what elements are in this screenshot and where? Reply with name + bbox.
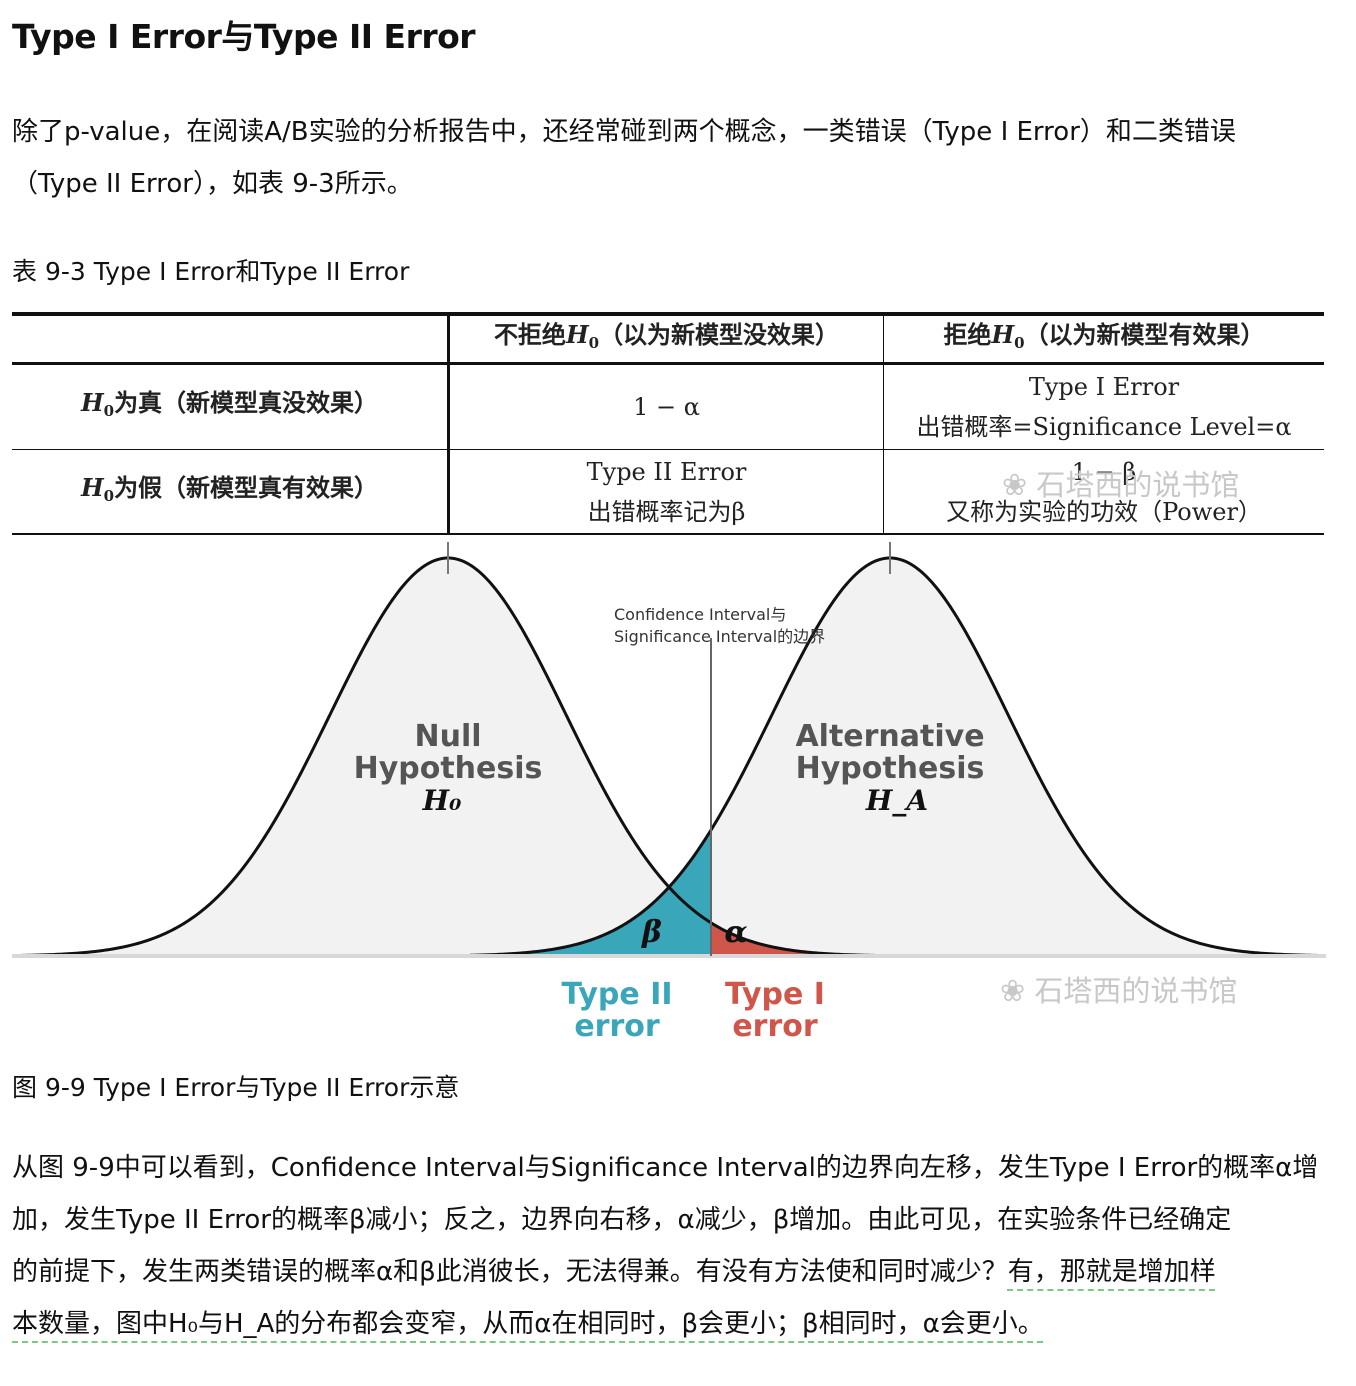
watermark-text: 石塔西的说书馆 [1034, 974, 1238, 1008]
type1-error-prob: 出错概率=Significance Level=α [916, 413, 1292, 441]
watermark-text: 石塔西的说书馆 [1036, 468, 1240, 502]
header-reject-label: 拒绝 [943, 320, 992, 349]
table-vertical-rule-1 [447, 312, 450, 534]
intro-paragraph: 除了p-value，在阅读A/B实验的分析报告中，还经常碰到两个概念，一类错误（… [12, 106, 1332, 210]
conclusion-line-1: 从图 9-9中可以看到，Confidence Interval与Signific… [12, 1153, 1319, 1183]
table-vertical-rule-2 [883, 312, 884, 534]
null-label-line1: Null [414, 719, 481, 754]
beta-symbol: β [641, 915, 662, 950]
h0-symbol: H [991, 320, 1015, 349]
alt-label-line1: Alternative [795, 719, 984, 754]
wechat-icon: ❀ [1000, 974, 1026, 1009]
watermark-table: ❀ 石塔西的说书馆 [1002, 462, 1239, 504]
cell-type2-error: Type II Error 出错概率记为β [450, 450, 883, 533]
table-row-divider [12, 449, 1324, 450]
header-reject-suffix: （以为新模型有效果） [1024, 320, 1265, 349]
h0-symbol: H [80, 388, 104, 417]
h0-subscript: 0 [103, 402, 115, 420]
table-header-rule [12, 362, 1324, 365]
conclusion-line-3a: 的前提下，发生两类错误的概率α和β此消彼长，无法得兼。有没有方法使和同时减少？ [12, 1257, 1008, 1287]
h0-subscript: 0 [588, 334, 600, 352]
conclusion-line-3: 的前提下，发生两类错误的概率α和β此消彼长，无法得兼。有没有方法使和同时减少？有… [12, 1246, 1332, 1298]
table-caption: 表 9-3 Type I Error和Type II Error [12, 257, 410, 286]
alpha-symbol: α [724, 915, 747, 950]
type2-error-region [470, 831, 711, 956]
type1-error-label: Type I Error [1028, 373, 1180, 401]
h0-symbol: H [80, 472, 104, 502]
type1-error-line2: error [732, 1009, 818, 1044]
table-bottom-rule [12, 533, 1324, 535]
header-not-reject-label: 不拒绝 [493, 320, 566, 349]
h0-subscript: 0 [1014, 334, 1025, 352]
cell-type1-error: Type I Error 出错概率=Significance Level=α [884, 365, 1324, 449]
conclusion-line-3b: 有，那就是增加样 [1007, 1257, 1216, 1287]
one-minus-beta: 1 − β [1071, 457, 1137, 486]
hypothesis-svg: Confidence Interval与 Significance Interv… [11, 542, 1327, 1044]
null-symbol: H₀ [422, 784, 462, 817]
table-top-rule [12, 312, 1324, 316]
type1-error-region [711, 922, 880, 956]
conclusion-paragraph: 从图 9-9中可以看到，Confidence Interval与Signific… [12, 1142, 1332, 1350]
alt-symbol: H_A [865, 784, 928, 817]
error-table: 不拒绝H0（以为新模型没效果） 拒绝H0（以为新模型有效果） H0为真（新模型真… [12, 312, 1324, 536]
type2-error-label: Type II Error [586, 457, 747, 486]
header-not-reject-suffix: （以为新模型没效果） [599, 320, 840, 349]
header-not-reject: 不拒绝H0（以为新模型没效果） [450, 316, 883, 362]
boundary-label-line1: Confidence Interval与 [614, 605, 786, 624]
intro-line-2: （Type II Error），如表 9-3所示。 [12, 169, 413, 199]
header-reject: 拒绝H0（以为新模型有效果） [884, 316, 1324, 362]
row-h0-false-label: H0为假（新模型真有效果） [12, 450, 447, 533]
conclusion-line-4: 本数量，图中H₀与H_A的分布都会变窄，从而α在相同时，β会更小；β相同时，α会… [12, 1309, 1044, 1339]
row-h0-true-text: 为真（新模型真没效果） [114, 388, 379, 417]
alt-distribution-fill [470, 558, 1326, 956]
boundary-label-line2: Significance Interval的边界 [614, 627, 825, 646]
cell-power: 1 − β 又称为实验的功效（Power） [884, 450, 1324, 533]
alt-distribution-curve [469, 556, 1327, 958]
power-label: 又称为实验的功效（Power） [946, 497, 1262, 526]
type2-error-line1: Type II [561, 977, 672, 1012]
alt-label-line2: Hypothesis [796, 751, 985, 786]
null-label-line2: Hypothesis [354, 751, 543, 786]
hypothesis-figure: Confidence Interval与 Significance Interv… [0, 538, 1356, 1050]
h0-symbol: H [565, 320, 589, 349]
conclusion-line-2: 加，发生Type II Error的概率β减小；反之，边界向右移，α减少，β增加… [12, 1205, 1232, 1235]
type2-error-prob: 出错概率记为β [587, 497, 746, 526]
cell-true-negative: 1 − α [450, 365, 883, 449]
null-distribution-curve [11, 556, 881, 958]
row-h0-true-label: H0为真（新模型真没效果） [12, 365, 447, 449]
row-h0-false-text: 为假（新模型真有效果） [114, 472, 379, 502]
wechat-icon: ❀ [1002, 468, 1028, 503]
type1-error-line1: Type I [725, 977, 825, 1012]
watermark-figure: ❀ 石塔西的说书馆 [1000, 968, 1237, 1010]
figure-caption: 图 9-9 Type I Error与Type II Error示意 [12, 1073, 460, 1102]
type2-error-line2: error [574, 1009, 660, 1044]
h0-subscript: 0 [103, 486, 115, 505]
null-distribution-fill [12, 558, 880, 956]
intro-line-1: 除了p-value，在阅读A/B实验的分析报告中，还经常碰到两个概念，一类错误（… [12, 117, 1236, 147]
page-title: Type I Error与Type II Error [12, 17, 476, 56]
one-minus-alpha: 1 − α [633, 393, 700, 421]
